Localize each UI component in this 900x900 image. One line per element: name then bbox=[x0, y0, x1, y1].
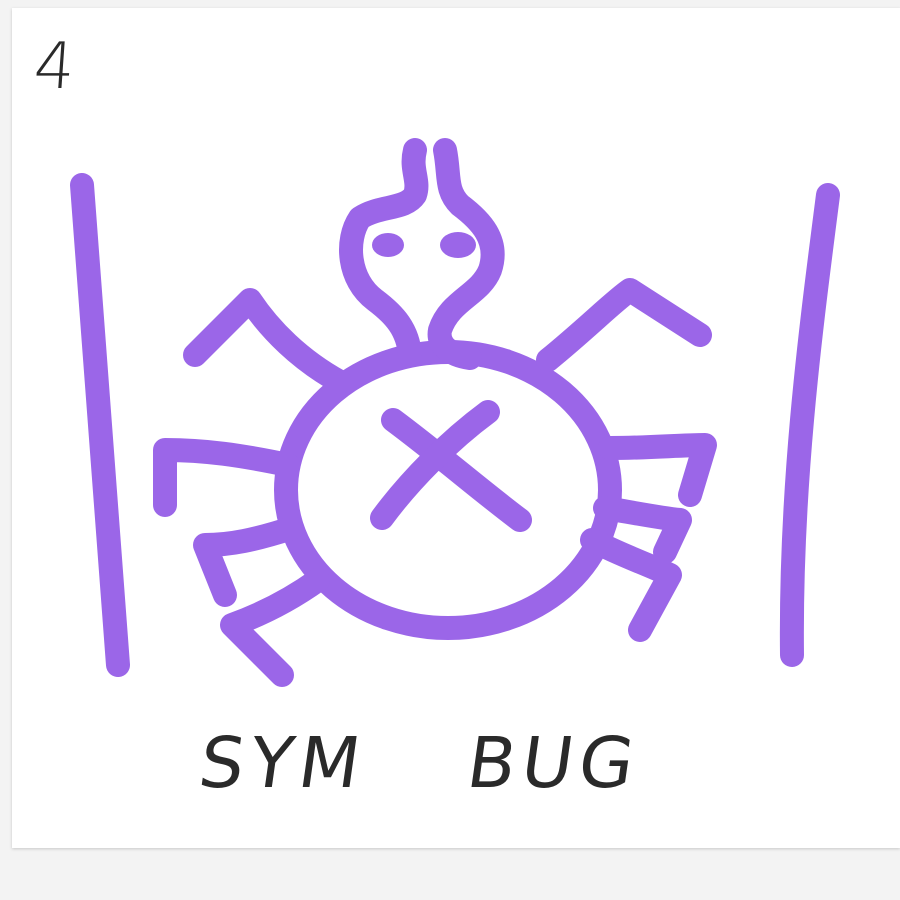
bug-neck-head bbox=[339, 138, 505, 370]
body-x-stroke-2 bbox=[370, 400, 500, 530]
leg-upper-right bbox=[536, 278, 712, 372]
leg-low-left-1 bbox=[193, 516, 304, 607]
leg-low-left-2 bbox=[220, 568, 330, 687]
left-bar bbox=[70, 173, 130, 677]
leg-low-right-1 bbox=[593, 496, 692, 564]
leg-upper-left bbox=[183, 288, 352, 394]
right-bar bbox=[779, 183, 840, 667]
leg-mid-right bbox=[598, 433, 717, 507]
bug-eye-left bbox=[372, 233, 404, 257]
caption-sym: SYM bbox=[194, 722, 372, 804]
bug-body bbox=[274, 340, 622, 640]
bug-eye-right bbox=[440, 232, 476, 258]
caption-bug: BUG bbox=[462, 722, 646, 804]
leg-low-right-2 bbox=[580, 528, 682, 642]
card-number: 4 bbox=[31, 30, 78, 104]
leg-mid-left bbox=[153, 438, 300, 517]
body-x-stroke-1 bbox=[381, 408, 532, 532]
